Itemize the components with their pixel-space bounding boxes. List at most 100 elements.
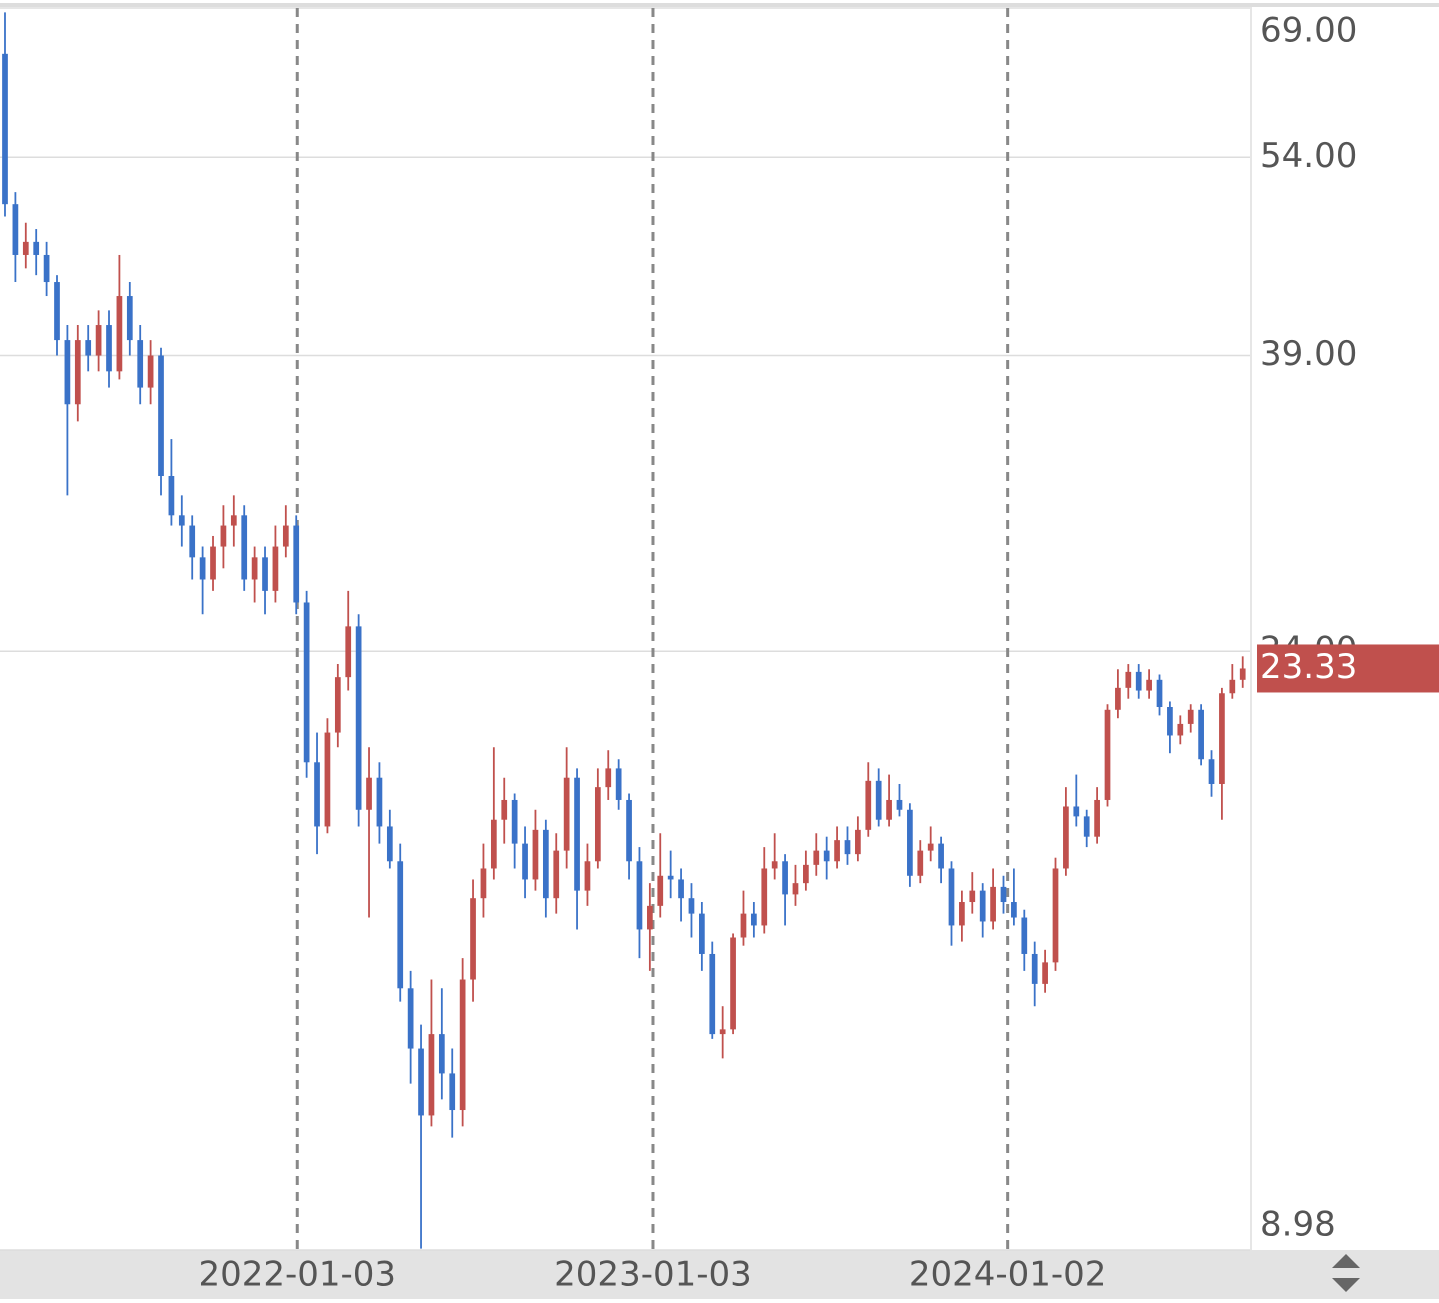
candle-body [657, 875, 664, 906]
candle-body [355, 626, 362, 810]
candle-body [210, 546, 216, 580]
candle-body [855, 829, 861, 855]
candle-body [1031, 953, 1038, 984]
x-tick-label: 2022-01-03 [198, 1255, 396, 1295]
candle-body [615, 768, 622, 800]
candle-body [574, 777, 580, 891]
candle-body [147, 355, 154, 388]
y-tick-label: 39.00 [1260, 334, 1357, 374]
candle-body [282, 525, 289, 547]
candle-body [324, 732, 331, 827]
candle-body [2, 53, 8, 205]
candle-body [386, 826, 393, 862]
candle-body [1177, 723, 1184, 736]
candle-body [137, 340, 144, 388]
candle-body [1083, 816, 1090, 837]
grid [0, 7, 1250, 1251]
candle-body [1042, 962, 1048, 984]
candle-body [407, 988, 414, 1049]
candle-body [220, 525, 227, 547]
candle-body [1198, 709, 1204, 760]
candle-body [314, 762, 320, 827]
last-price-box [1257, 644, 1439, 693]
candle-body [64, 340, 71, 405]
candle-body [990, 886, 996, 922]
candle-body [1094, 799, 1100, 837]
candle-body [1052, 868, 1059, 963]
candle-body [522, 843, 528, 880]
candle-body [730, 937, 736, 1030]
candle-body [470, 898, 476, 980]
candle-body [168, 476, 175, 516]
candle-body [95, 325, 102, 356]
candle-body [1063, 806, 1069, 869]
candle-body [511, 799, 518, 844]
candle-body [1021, 917, 1028, 954]
candle-body [834, 840, 840, 862]
candle-body [501, 799, 508, 820]
candles [2, 12, 1246, 1249]
candle-body [844, 840, 851, 855]
candle-body [1146, 679, 1152, 691]
candle-body [1000, 886, 1007, 903]
candle-body [542, 829, 549, 899]
candle-body [1229, 679, 1236, 694]
candle-body [823, 850, 830, 862]
candle-body [969, 890, 976, 903]
candle-body [813, 850, 820, 865]
candle-body [22, 241, 29, 255]
last-price-label: 23.33 [1260, 647, 1357, 687]
candle-body [1167, 707, 1173, 736]
candle-body [272, 546, 279, 591]
candle-body [1011, 902, 1017, 918]
candle-body [116, 296, 123, 372]
candle-body [532, 829, 539, 880]
candle-body [771, 861, 778, 869]
candle-body [1208, 759, 1215, 784]
candle-body [959, 902, 965, 926]
candle-body [1187, 709, 1194, 724]
candle-body [927, 843, 934, 851]
candle-body [418, 1048, 424, 1116]
y-tick-label: 54.00 [1260, 136, 1357, 176]
candle-body [106, 325, 112, 372]
candle-body [688, 898, 695, 914]
candle-body [636, 861, 643, 930]
candle-body [230, 515, 237, 526]
candle-body [948, 868, 955, 926]
candle-body [1073, 806, 1080, 817]
candle-body [85, 340, 92, 356]
candle-body [1135, 671, 1142, 691]
candle-body [605, 768, 612, 788]
candle-body [178, 515, 185, 526]
candle-body [865, 780, 872, 830]
candle-body [709, 953, 716, 1035]
labels: 69.0054.0039.0024.008.982022-01-032023-0… [198, 11, 1439, 1295]
candle-body [563, 777, 570, 851]
x-axis-bar [0, 1250, 1439, 1299]
candle-body [875, 780, 882, 820]
candle-body [553, 850, 560, 899]
x-tick-label: 2023-01-03 [554, 1255, 752, 1295]
candle-body [43, 254, 50, 283]
candle-body [293, 525, 300, 603]
candle-body [751, 913, 757, 926]
candle-body [792, 883, 799, 895]
candle-body [126, 296, 133, 341]
candle-body [74, 340, 81, 405]
candle-body [907, 809, 913, 876]
candle-body [251, 557, 258, 580]
candle-body [979, 890, 986, 922]
candle-body [262, 557, 268, 591]
candle-body [699, 913, 705, 954]
candle-body [1156, 679, 1163, 708]
candle-body [33, 241, 40, 255]
candle-body [761, 868, 768, 926]
candle-body [376, 777, 383, 827]
candle-body [886, 799, 892, 820]
candle-body [199, 557, 206, 580]
candle-body [158, 355, 164, 477]
scroll-icon[interactable] [1332, 1254, 1360, 1292]
